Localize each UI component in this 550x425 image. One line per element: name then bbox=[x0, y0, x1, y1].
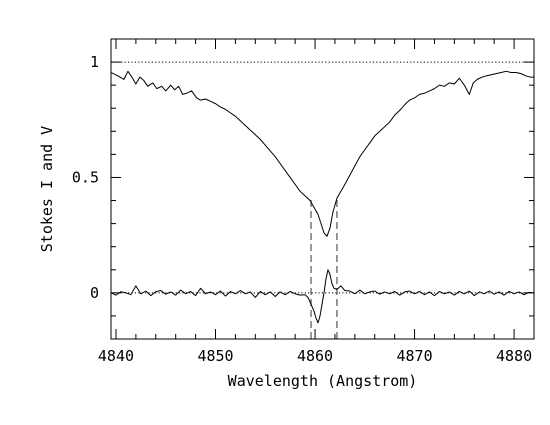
x-tick-label: 4850 bbox=[197, 347, 233, 365]
x-axis-label: Wavelength (Angstrom) bbox=[228, 372, 418, 390]
y-tick-label: 0.5 bbox=[72, 168, 99, 186]
x-tick-label: 4870 bbox=[397, 347, 433, 365]
tick-labels: 4840 4850 4860 4870 4880 0 0.5 1 bbox=[72, 53, 532, 365]
marker-lines bbox=[310, 195, 338, 339]
x-tick-label: 4860 bbox=[297, 347, 333, 365]
plot-frame bbox=[110, 38, 535, 340]
x-tick-label: 4880 bbox=[496, 347, 532, 365]
y-tick-label: 0 bbox=[90, 284, 99, 302]
axis-ticks bbox=[111, 38, 535, 340]
series-line-stokes-i bbox=[110, 70, 534, 237]
reference-lines bbox=[111, 61, 534, 294]
x-tick-label: 4840 bbox=[98, 347, 134, 365]
y-axis-label: Stokes I and V bbox=[38, 126, 56, 252]
series-line-stokes-v bbox=[110, 269, 535, 324]
y-tick-label: 1 bbox=[90, 53, 99, 71]
series-layer bbox=[110, 70, 535, 324]
